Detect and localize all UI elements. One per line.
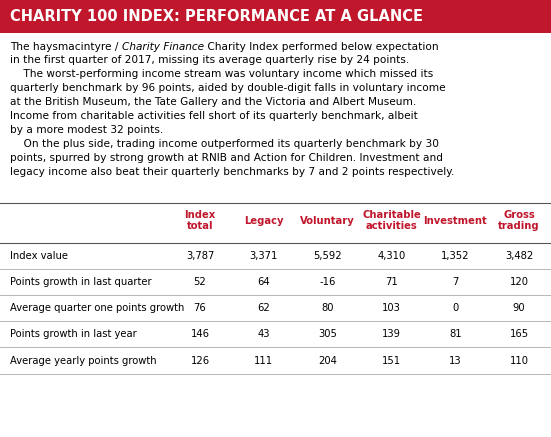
Text: legacy income also beat their quarterly benchmarks by 7 and 2 points respectivel: legacy income also beat their quarterly …	[10, 167, 454, 177]
Text: 64: 64	[257, 277, 270, 287]
Text: Voluntary: Voluntary	[300, 216, 355, 225]
Text: 103: 103	[382, 303, 401, 313]
Text: Income from charitable activities fell short of its quarterly benchmark, albeit: Income from charitable activities fell s…	[10, 111, 418, 121]
Text: Charitable
activities: Charitable activities	[362, 210, 421, 232]
Text: Index
total: Index total	[185, 210, 215, 232]
Text: 126: 126	[191, 356, 209, 365]
Text: 111: 111	[254, 356, 273, 365]
Text: On the plus side, trading income outperformed its quarterly benchmark by 30: On the plus side, trading income outperf…	[10, 139, 439, 149]
Text: 151: 151	[382, 356, 401, 365]
Text: 204: 204	[318, 356, 337, 365]
Bar	[0, 0, 551, 33]
Text: Points growth in last year: Points growth in last year	[10, 329, 137, 339]
Text: 80: 80	[321, 303, 334, 313]
Text: Charity Index performed below expectation: Charity Index performed below expectatio…	[204, 42, 439, 52]
Text: Charity Finance: Charity Finance	[122, 42, 204, 52]
Text: 7: 7	[452, 277, 458, 287]
Text: in the first quarter of 2017, missing its average quarterly rise by 24 points.: in the first quarter of 2017, missing it…	[10, 55, 409, 66]
Text: 52: 52	[193, 277, 206, 287]
Text: Average quarter one points growth: Average quarter one points growth	[10, 303, 184, 313]
Text: 120: 120	[510, 277, 528, 287]
Text: 110: 110	[510, 356, 528, 365]
Text: The worst-performing income stream was voluntary income which missed its: The worst-performing income stream was v…	[10, 69, 433, 80]
Text: 0: 0	[452, 303, 458, 313]
Text: Index value: Index value	[10, 251, 68, 260]
Text: 3,371: 3,371	[250, 251, 278, 260]
Text: 90: 90	[513, 303, 526, 313]
Text: Gross
trading: Gross trading	[498, 210, 540, 232]
Text: 71: 71	[385, 277, 398, 287]
Text: 76: 76	[193, 303, 206, 313]
Text: 305: 305	[318, 329, 337, 339]
Text: Legacy: Legacy	[244, 216, 284, 225]
Text: CHARITY 100 INDEX: PERFORMANCE AT A GLANCE: CHARITY 100 INDEX: PERFORMANCE AT A GLAN…	[10, 9, 423, 24]
Text: 165: 165	[510, 329, 528, 339]
Text: The haysmacintyre /: The haysmacintyre /	[10, 42, 122, 52]
Text: 3,787: 3,787	[186, 251, 214, 260]
Text: by a more modest 32 points.: by a more modest 32 points.	[10, 125, 163, 135]
Text: at the British Museum, the Tate Gallery and the Victoria and Albert Museum.: at the British Museum, the Tate Gallery …	[10, 97, 416, 108]
Text: 13: 13	[449, 356, 462, 365]
Text: 4,310: 4,310	[377, 251, 406, 260]
Text: 81: 81	[449, 329, 462, 339]
Text: Points growth in last quarter: Points growth in last quarter	[10, 277, 152, 287]
Text: points, spurred by strong growth at RNIB and Action for Children. Investment and: points, spurred by strong growth at RNIB…	[10, 153, 443, 163]
Text: quarterly benchmark by 96 points, aided by double-digit falls in voluntary incom: quarterly benchmark by 96 points, aided …	[10, 83, 446, 94]
Text: 1,352: 1,352	[441, 251, 469, 260]
Text: 62: 62	[257, 303, 270, 313]
Text: Investment: Investment	[423, 216, 487, 225]
Text: 139: 139	[382, 329, 401, 339]
Text: Average yearly points growth: Average yearly points growth	[10, 356, 156, 365]
Text: 43: 43	[257, 329, 270, 339]
Text: 5,592: 5,592	[314, 251, 342, 260]
Text: -16: -16	[320, 277, 336, 287]
Text: 3,482: 3,482	[505, 251, 533, 260]
Text: 146: 146	[191, 329, 209, 339]
